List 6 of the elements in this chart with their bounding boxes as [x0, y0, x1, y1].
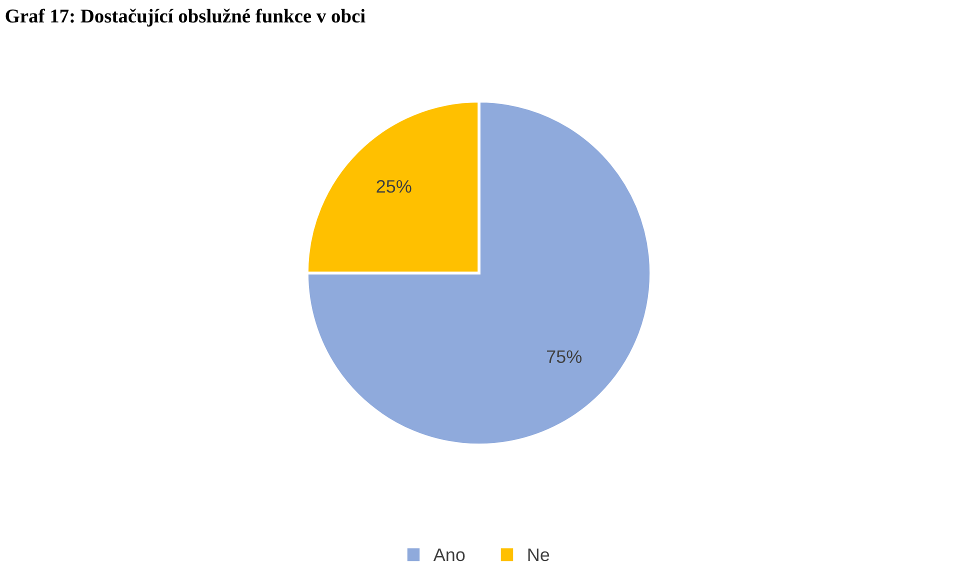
data-label: 75% [546, 350, 582, 364]
pie-slice [306, 100, 652, 446]
chart-title: Graf 17: Dostačující obslužné funkce v obci [6, 8, 366, 27]
legend-label: Ano [433, 548, 465, 562]
data-label: 25% [376, 180, 412, 193]
legend-label: Ne [528, 548, 550, 562]
